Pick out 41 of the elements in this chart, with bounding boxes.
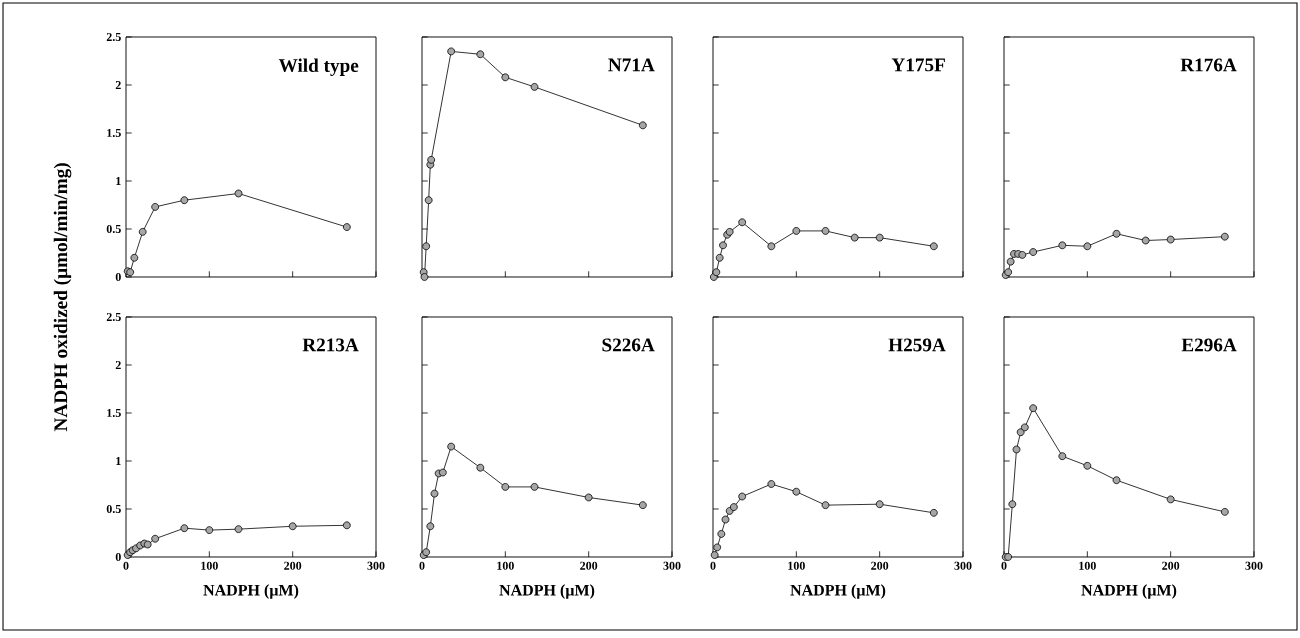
text: R213A — [302, 338, 359, 352]
x-tick-label: 200 — [284, 561, 302, 570]
x-tick-label: 0 — [419, 561, 425, 570]
y-tick-label: 2 — [115, 361, 121, 369]
y-tick-label: 2.5 — [106, 312, 121, 322]
x-tick-label: 200 — [580, 561, 598, 570]
y-tick-label: 2 — [115, 81, 121, 89]
y-tick-label: 0.5 — [106, 504, 121, 514]
x-tick-label: 300 — [954, 561, 972, 570]
text: H259A — [888, 338, 946, 352]
x-tick-label: 0 — [710, 561, 716, 570]
x-tick-label: 0 — [1001, 561, 1007, 570]
y-tick-label: 0 — [115, 272, 121, 282]
text: Wild type — [278, 58, 359, 76]
y-tick-label: 1.5 — [107, 128, 121, 138]
x-axis-title: NADPH (µM) — [1081, 584, 1177, 599]
text: S226A — [602, 338, 655, 352]
x-tick-label: 100 — [1079, 561, 1096, 570]
x-tick-label: 200 — [1162, 561, 1180, 570]
x-tick-label: 0 — [123, 561, 129, 570]
x-tick-label: 300 — [663, 561, 681, 570]
x-tick-label: 100 — [497, 561, 514, 570]
y-tick-label: 0.5 — [106, 224, 121, 234]
y-tick-label: 0 — [115, 552, 121, 562]
text: R176A — [1180, 58, 1237, 72]
text: E296A — [1181, 338, 1237, 352]
y-tick-label: 1 — [116, 177, 121, 185]
x-axis-title: NADPH (µM) — [203, 584, 299, 599]
y-tick-label: 2.5 — [106, 32, 121, 42]
x-axis-title: NADPH (µM) — [790, 584, 886, 599]
x-tick-label: 200 — [871, 561, 889, 570]
x-tick-label: 300 — [1245, 561, 1263, 570]
y-axis-title: NADPH oxidized (µmol/min/mg) — [53, 163, 72, 432]
y-tick-label: 1.5 — [107, 408, 121, 418]
y-tick-label: 1 — [116, 457, 121, 465]
x-axis-title: NADPH (µM) — [499, 584, 595, 599]
text: Y175F — [891, 58, 945, 72]
x-tick-label: 100 — [201, 561, 218, 570]
x-tick-label: 300 — [367, 561, 385, 570]
x-tick-label: 100 — [788, 561, 805, 570]
text: N71A — [608, 58, 655, 72]
